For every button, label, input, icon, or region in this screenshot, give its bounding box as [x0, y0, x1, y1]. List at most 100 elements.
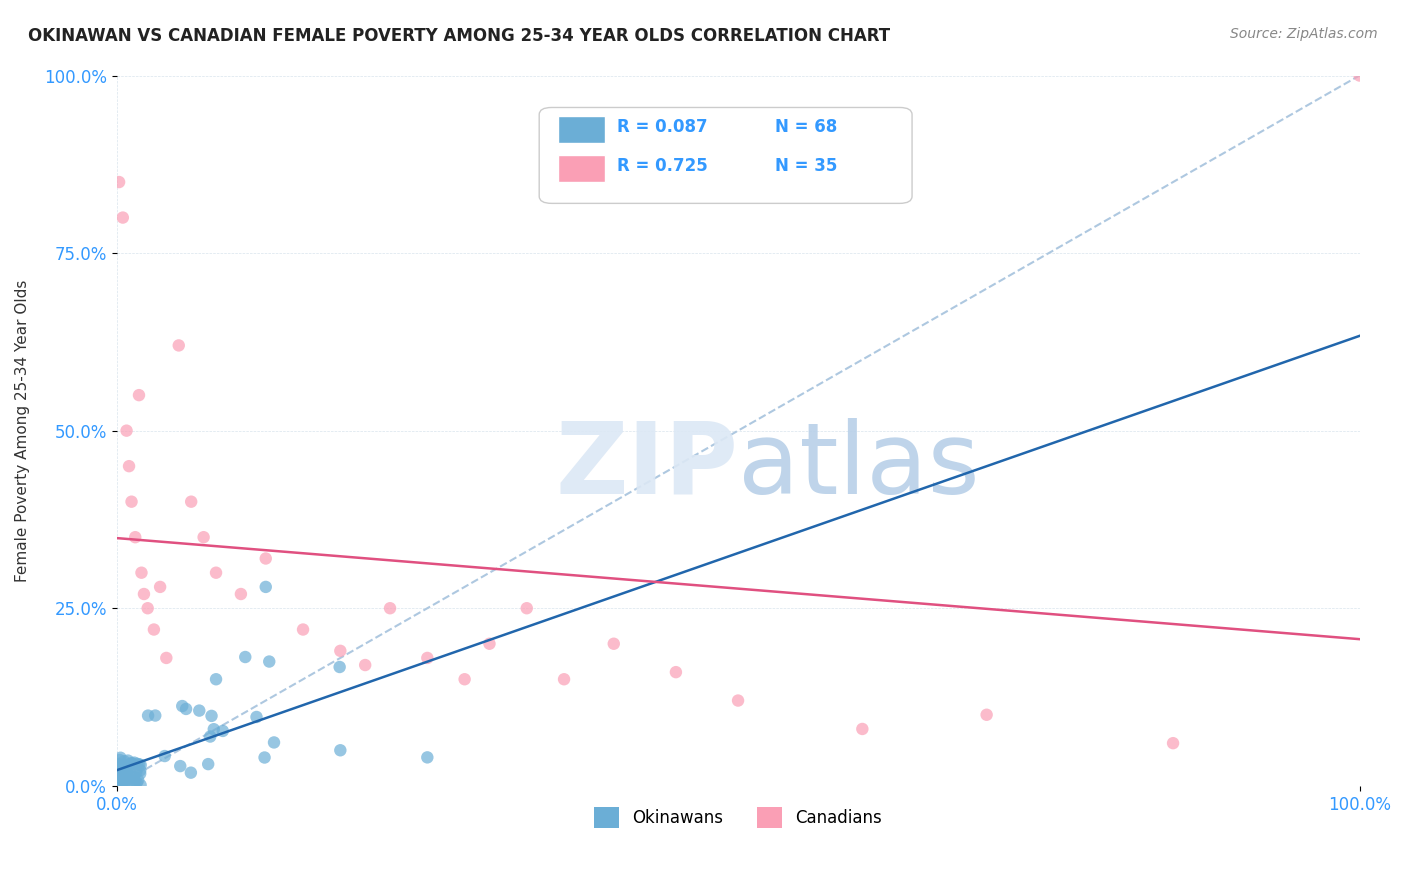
Canadians	[851, 722, 873, 736]
Text: R = 0.087: R = 0.087	[617, 118, 709, 136]
Canadians	[108, 175, 131, 189]
Canadians	[128, 388, 150, 402]
Okinawans	[253, 750, 276, 764]
Canadians	[180, 494, 202, 508]
Okinawans	[254, 580, 277, 594]
Okinawans	[200, 730, 222, 744]
Okinawans	[127, 773, 149, 788]
Okinawans	[416, 750, 439, 764]
Okinawans	[112, 758, 135, 772]
Canadians	[292, 623, 315, 637]
Okinawans	[121, 770, 143, 784]
Okinawans	[121, 756, 143, 771]
FancyBboxPatch shape	[558, 116, 605, 143]
Canadians	[354, 658, 377, 673]
Okinawans	[121, 756, 143, 770]
Okinawans	[205, 672, 228, 686]
Okinawans	[110, 777, 132, 791]
Text: N = 68: N = 68	[775, 118, 838, 136]
Canadians	[121, 494, 143, 508]
Okinawans	[110, 750, 132, 764]
Canadians	[136, 601, 159, 615]
Okinawans	[110, 775, 132, 789]
Okinawans	[263, 735, 285, 749]
Canadians	[416, 651, 439, 665]
Okinawans	[143, 708, 166, 723]
Okinawans	[136, 708, 159, 723]
Okinawans	[117, 764, 139, 779]
Okinawans	[129, 758, 152, 772]
Okinawans	[112, 778, 135, 792]
Okinawans	[110, 764, 132, 779]
FancyBboxPatch shape	[538, 107, 912, 203]
Canadians	[131, 566, 153, 580]
Okinawans	[110, 769, 132, 783]
Okinawans	[211, 723, 233, 738]
Canadians	[115, 424, 138, 438]
Okinawans	[127, 756, 149, 771]
Canadians	[976, 707, 998, 722]
Canadians	[1348, 69, 1371, 83]
Okinawans	[124, 774, 146, 789]
Okinawans	[153, 749, 176, 764]
Canadians	[229, 587, 252, 601]
Canadians	[118, 459, 141, 474]
Canadians	[149, 580, 172, 594]
Okinawans	[108, 770, 131, 784]
Okinawans	[107, 767, 129, 781]
Okinawans	[122, 770, 145, 784]
Okinawans	[117, 754, 139, 768]
Okinawans	[111, 777, 134, 791]
Canadians	[727, 693, 749, 707]
Okinawans	[114, 761, 136, 775]
Okinawans	[118, 758, 141, 772]
Okinawans	[188, 704, 211, 718]
Okinawans	[129, 778, 152, 792]
Okinawans	[200, 709, 222, 723]
Canadians	[665, 665, 688, 680]
Okinawans	[259, 655, 281, 669]
Canadians	[553, 672, 575, 686]
Okinawans	[197, 757, 219, 772]
Canadians	[453, 672, 475, 686]
Okinawans	[112, 754, 135, 768]
Text: ZIP: ZIP	[555, 417, 738, 515]
Canadians	[205, 566, 228, 580]
Okinawans	[112, 772, 135, 787]
Okinawans	[202, 722, 225, 736]
Canadians	[142, 623, 165, 637]
Canadians	[329, 644, 352, 658]
Okinawans	[129, 766, 152, 780]
Canadians	[1161, 736, 1184, 750]
Okinawans	[120, 757, 142, 772]
Text: atlas: atlas	[738, 417, 980, 515]
Okinawans	[122, 756, 145, 770]
Okinawans	[125, 775, 148, 789]
Text: Source: ZipAtlas.com: Source: ZipAtlas.com	[1230, 27, 1378, 41]
Okinawans	[117, 769, 139, 783]
Okinawans	[107, 763, 129, 777]
Okinawans	[112, 777, 135, 791]
Text: OKINAWAN VS CANADIAN FEMALE POVERTY AMONG 25-34 YEAR OLDS CORRELATION CHART: OKINAWAN VS CANADIAN FEMALE POVERTY AMON…	[28, 27, 890, 45]
Okinawans	[118, 761, 141, 775]
Okinawans	[329, 743, 352, 757]
Canadians	[111, 211, 134, 225]
Y-axis label: Female Poverty Among 25-34 Year Olds: Female Poverty Among 25-34 Year Olds	[15, 279, 30, 582]
Text: N = 35: N = 35	[775, 157, 838, 175]
Okinawans	[329, 660, 352, 674]
Okinawans	[107, 764, 129, 778]
Okinawans	[110, 775, 132, 789]
Okinawans	[172, 699, 194, 714]
Okinawans	[118, 772, 141, 786]
Okinawans	[107, 756, 129, 771]
Okinawans	[174, 702, 197, 716]
Canadians	[254, 551, 277, 566]
Legend: Okinawans, Canadians: Okinawans, Canadians	[588, 801, 889, 834]
Canadians	[132, 587, 155, 601]
Okinawans	[245, 710, 267, 724]
Okinawans	[180, 765, 202, 780]
Okinawans	[128, 757, 150, 772]
Okinawans	[121, 779, 143, 793]
Okinawans	[108, 761, 131, 775]
Okinawans	[129, 764, 152, 778]
